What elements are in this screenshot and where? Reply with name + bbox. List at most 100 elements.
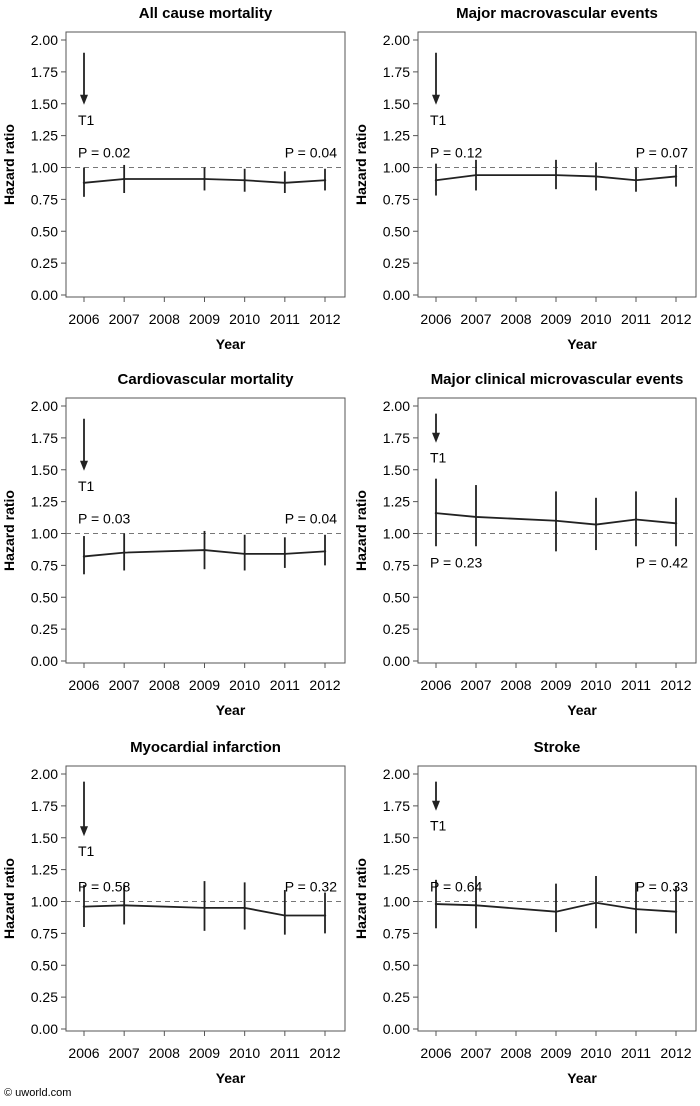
p-value-right: P = 0.04 — [285, 511, 338, 527]
p-value-right: P = 0.07 — [636, 145, 689, 161]
x-tick-label: 2012 — [309, 1045, 340, 1061]
y-tick-label: 0.25 — [383, 621, 410, 637]
y-tick-label: 0.25 — [383, 989, 410, 1005]
data-point — [82, 181, 86, 184]
data-point — [243, 179, 246, 182]
data-point — [594, 175, 598, 178]
p-value-left: P = 0.12 — [430, 145, 483, 161]
data-point — [474, 173, 478, 177]
chart-title: Myocardial infarction — [130, 739, 281, 756]
p-value-right: P = 0.04 — [285, 145, 338, 161]
y-tick-label: 0.75 — [31, 925, 58, 941]
data-point — [434, 179, 438, 182]
y-tick-label: 2.00 — [31, 398, 58, 414]
data-point — [594, 901, 598, 904]
y-tick-label: 1.50 — [31, 462, 58, 478]
x-tick-label: 2009 — [189, 1045, 220, 1061]
x-axis-label: Year — [216, 702, 246, 718]
y-tick-label: 1.50 — [383, 96, 410, 112]
hazard-ratio-line — [83, 549, 326, 558]
chart-title: All cause mortality — [139, 5, 273, 22]
y-tick-label: 2.00 — [383, 398, 410, 414]
data-point — [243, 906, 246, 910]
y-tick-label: 0.50 — [383, 589, 410, 605]
y-tick-label: 0.00 — [31, 653, 58, 669]
x-tick-label: 2010 — [229, 311, 260, 327]
data-point — [554, 519, 558, 522]
y-tick-label: 1.25 — [31, 862, 58, 878]
data-point — [554, 173, 558, 177]
y-tick-label: 0.50 — [31, 589, 58, 605]
x-tick-label: 2008 — [500, 1045, 531, 1061]
x-tick-label: 2011 — [270, 677, 300, 693]
x-tick-label: 2012 — [309, 311, 340, 327]
x-tick-label: 2010 — [580, 311, 611, 327]
data-point — [634, 907, 638, 911]
data-point — [243, 552, 246, 556]
arrow-head — [80, 826, 88, 837]
arrow-head — [80, 94, 88, 105]
hazard-ratio-line — [435, 174, 677, 182]
data-point — [203, 548, 206, 552]
chart-title: Major macrovascular events — [456, 5, 658, 22]
y-tick-label: 1.75 — [383, 798, 410, 814]
p-value-left: P = 0.03 — [78, 511, 131, 527]
x-tick-label: 2006 — [68, 311, 99, 327]
y-tick-label: 0.75 — [383, 557, 410, 573]
x-tick-label: 2012 — [309, 677, 340, 693]
x-tick-label: 2012 — [660, 311, 691, 327]
y-tick-label: 0.50 — [383, 957, 410, 973]
x-tick-label: 2009 — [540, 677, 571, 693]
data-point — [323, 550, 327, 553]
y-tick-label: 2.00 — [31, 766, 58, 782]
y-tick-label: 1.25 — [383, 862, 410, 878]
p-value-right: P = 0.42 — [636, 555, 689, 571]
hazard-ratio-line — [435, 901, 677, 913]
plot-frame — [65, 397, 346, 664]
x-tick-label: 2008 — [500, 311, 531, 327]
y-tick-label: 1.75 — [31, 64, 58, 80]
y-tick-label: 0.00 — [383, 287, 410, 303]
data-point — [634, 518, 638, 521]
y-tick-label: 0.00 — [383, 653, 410, 669]
y-tick-label: 0.25 — [383, 255, 410, 271]
chart-title: Cardiovascular mortality — [118, 371, 295, 388]
p-value-left: P = 0.64 — [430, 879, 483, 895]
x-tick-label: 2010 — [580, 1045, 611, 1061]
y-axis-label: Hazard ratio — [1, 490, 17, 571]
t1-label: T1 — [78, 112, 95, 128]
x-tick-label: 2008 — [149, 311, 180, 327]
data-point — [474, 904, 478, 907]
data-point — [203, 906, 206, 910]
p-value-left: P = 0.58 — [78, 879, 131, 895]
x-tick-label: 2007 — [460, 311, 491, 327]
x-tick-label: 2008 — [149, 1045, 180, 1061]
y-axis-label: Hazard ratio — [353, 124, 369, 205]
y-tick-label: 1.50 — [383, 462, 410, 478]
x-axis-label: Year — [567, 702, 597, 718]
y-tick-label: 0.00 — [31, 287, 58, 303]
y-axis-label: Hazard ratio — [353, 490, 369, 571]
t1-label: T1 — [430, 112, 447, 128]
hazard-ratio-line — [83, 904, 325, 917]
plot-frame — [417, 765, 697, 1032]
data-point — [434, 511, 438, 515]
x-tick-label: 2009 — [540, 311, 571, 327]
y-tick-label: 0.00 — [383, 1021, 410, 1037]
x-axis-label: Year — [567, 336, 597, 352]
chart-panel-1: All cause mortality 0.00 0.25 0.50 0.75 1.00 1… — [1, 5, 346, 352]
y-tick-label: 0.25 — [31, 989, 58, 1005]
y-tick-label: 0.25 — [31, 621, 58, 637]
plot-frame — [417, 397, 697, 664]
arrow-head — [80, 460, 88, 471]
x-tick-label: 2011 — [621, 1045, 651, 1061]
y-tick-label: 0.00 — [31, 1021, 58, 1037]
x-tick-label: 2008 — [149, 677, 180, 693]
y-tick-label: 1.75 — [31, 798, 58, 814]
chart-title: Major clinical microvascular events — [431, 371, 684, 388]
y-tick-label: 1.00 — [31, 160, 58, 176]
y-tick-label: 2.00 — [383, 766, 410, 782]
y-tick-label: 2.00 — [383, 32, 410, 48]
chart-panel-5: Myocardial infarction 0.00 0.25 0.50 0.75 1.0… — [1, 739, 346, 1086]
y-axis-label: Hazard ratio — [1, 858, 17, 939]
